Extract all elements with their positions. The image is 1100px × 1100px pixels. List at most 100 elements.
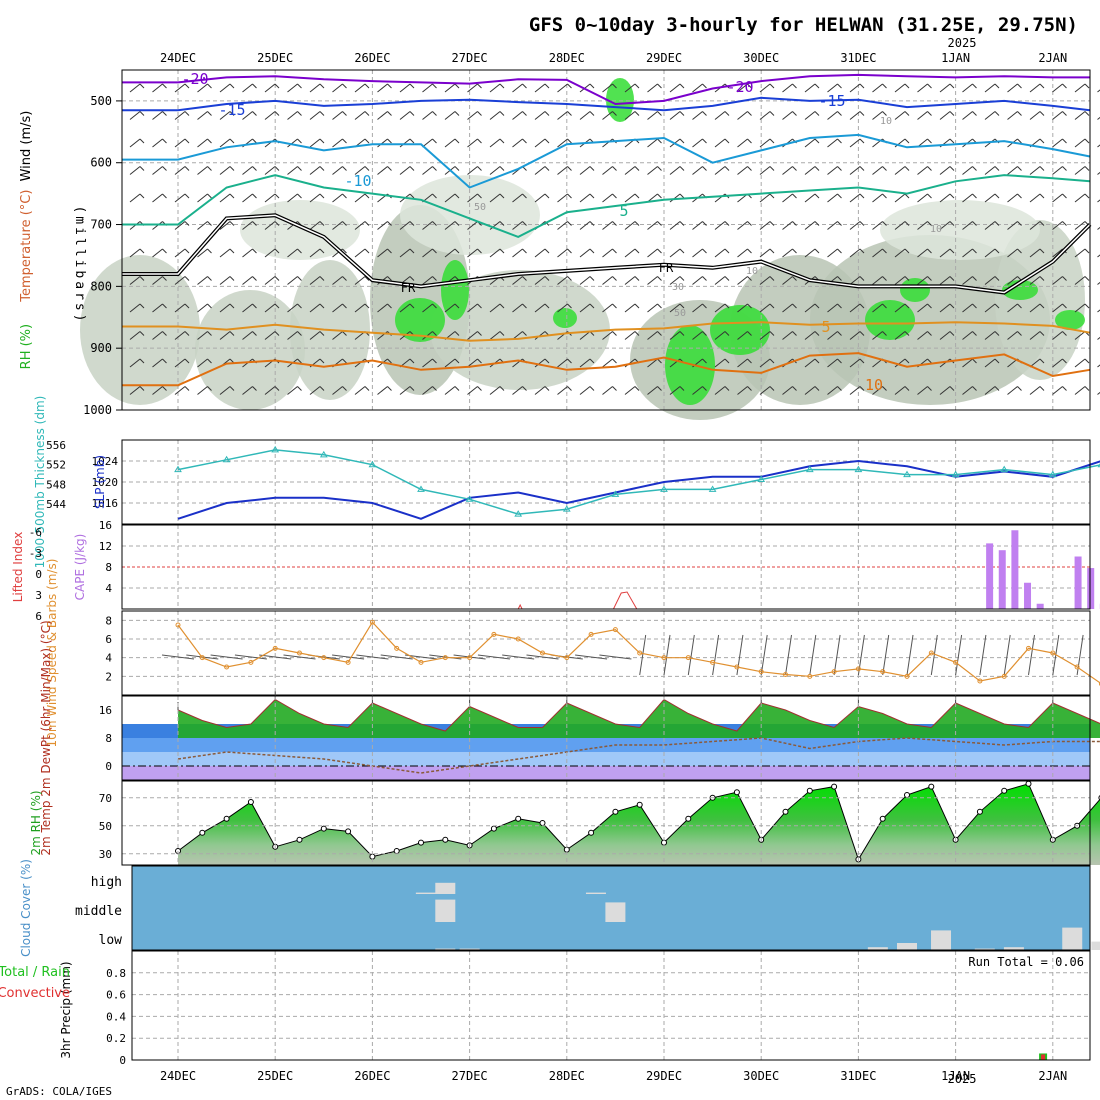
barb-shaft <box>737 111 748 120</box>
rh-marker <box>393 848 400 854</box>
barb-shaft <box>512 303 523 313</box>
wind-barb <box>512 386 527 395</box>
wind-barb <box>962 166 977 175</box>
top-date-label: 29DEC <box>646 51 682 65</box>
barb-flag <box>792 83 797 89</box>
barb-flag <box>387 166 392 171</box>
rh-shade <box>195 290 305 410</box>
wind-barb <box>602 358 617 368</box>
barb-flag <box>319 221 325 226</box>
barb-flag <box>139 166 145 171</box>
barb-shaft <box>264 386 276 395</box>
wind-barb <box>624 386 640 395</box>
barb-shaft <box>804 358 816 368</box>
barb-shaft <box>939 248 951 258</box>
barb-flag <box>1084 248 1090 254</box>
barb-shaft <box>872 331 883 340</box>
barb-shaft <box>197 248 208 258</box>
barb-shaft <box>557 83 568 93</box>
barb-shaft <box>849 386 861 395</box>
wind-barb <box>962 221 977 230</box>
barb-shaft <box>599 654 632 660</box>
barb-shaft <box>512 138 523 148</box>
wind-barb <box>129 303 145 313</box>
wind-barb <box>1029 276 1045 285</box>
wind-barb <box>422 276 437 285</box>
wind-barb <box>242 166 257 175</box>
barb-shaft <box>129 193 141 203</box>
wind-speed-marker <box>783 671 788 677</box>
wind-barb <box>917 193 932 203</box>
wind-speed-marker <box>564 655 570 661</box>
barb-flag <box>139 276 145 281</box>
barb-flag <box>612 386 617 391</box>
wind-barb <box>939 303 955 313</box>
wind-barb <box>962 248 977 258</box>
barb-shaft <box>242 111 253 120</box>
wind-barb <box>602 83 617 93</box>
wind-barb <box>219 138 235 148</box>
barb-shaft <box>1007 111 1018 120</box>
wind-barb <box>1097 281 1100 285</box>
barb-flag <box>297 358 302 364</box>
barb-shaft <box>647 166 658 175</box>
barb-shaft <box>477 654 510 660</box>
rh-high-shade <box>710 305 770 355</box>
thickness-marker <box>805 465 814 473</box>
barb-shaft <box>602 138 613 148</box>
wind-barb <box>174 303 190 313</box>
barb-shaft <box>602 221 613 230</box>
barb-shaft <box>1074 276 1086 285</box>
barb-shaft <box>332 193 343 203</box>
wind-barb <box>399 166 415 175</box>
barb-shaft <box>332 386 343 395</box>
barb-flag <box>499 386 505 391</box>
barb-flag <box>904 166 910 171</box>
barb-shaft <box>602 193 613 203</box>
barb-flag <box>387 221 392 226</box>
wind-barb <box>647 331 662 340</box>
wind-speed-marker <box>394 645 400 651</box>
barb-shaft <box>557 138 568 148</box>
rh-marker <box>515 815 522 822</box>
barb-flag <box>139 111 145 116</box>
barb-flag <box>747 303 752 309</box>
wind-barb <box>1007 221 1022 230</box>
barb-flag <box>184 166 190 171</box>
barb-flag <box>589 193 595 199</box>
wind-barb <box>444 138 460 148</box>
wind-tick-label: 4 <box>105 652 112 665</box>
barb-shaft <box>714 386 726 395</box>
wind-barb <box>894 331 910 340</box>
wind-barb <box>917 166 932 175</box>
barb-flag <box>657 331 662 336</box>
wind-barb <box>872 276 887 285</box>
barb-shaft <box>1097 171 1100 175</box>
wind-barb <box>332 166 347 175</box>
wind-barb <box>129 331 145 340</box>
barb-shaft <box>827 138 838 148</box>
barb-flag <box>724 248 730 254</box>
wind-barb <box>827 221 842 230</box>
barb-shaft <box>984 83 996 93</box>
wind-barb <box>872 303 887 313</box>
barb-shaft <box>197 111 208 120</box>
barb-shaft <box>1029 331 1041 340</box>
wind-barb <box>152 303 167 313</box>
wind-barb <box>242 303 257 313</box>
wind-barb <box>174 331 190 340</box>
wind-barb <box>984 303 1000 313</box>
wind-speed-marker <box>442 655 448 661</box>
barb-shaft <box>1052 166 1063 175</box>
barb-flag <box>184 111 190 116</box>
barb-shaft <box>489 166 501 175</box>
barb-shaft <box>669 331 681 340</box>
pressure-tick-label: 800 <box>90 279 112 293</box>
wind-barb <box>1007 111 1022 120</box>
wind-barb <box>129 166 145 175</box>
wind-barb <box>624 83 640 93</box>
wind-barb <box>489 138 505 148</box>
barb-flag <box>859 111 865 116</box>
lifted-index-tick-label: -3 <box>29 547 42 560</box>
temperature-contour <box>122 321 1091 342</box>
